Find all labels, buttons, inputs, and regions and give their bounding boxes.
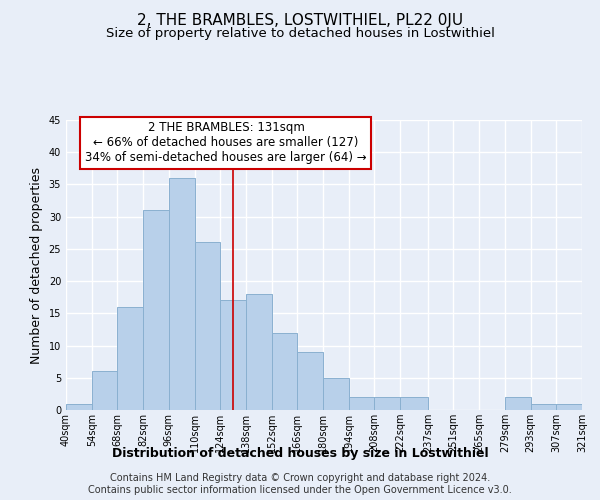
Y-axis label: Number of detached properties: Number of detached properties (30, 166, 43, 364)
Bar (66, 404, 92, 410)
Text: 2 THE BRAMBLES: 131sqm
← 66% of detached houses are smaller (127)
34% of semi-de: 2 THE BRAMBLES: 131sqm ← 66% of detached… (85, 122, 367, 164)
Bar (556, 404, 582, 410)
Bar (505, 397, 530, 410)
Bar (530, 404, 556, 410)
Text: Distribution of detached houses by size in Lostwithiel: Distribution of detached houses by size … (112, 448, 488, 460)
Bar (220, 300, 246, 410)
Bar (400, 397, 428, 410)
Bar (246, 294, 272, 410)
Bar (92, 372, 118, 410)
Bar (118, 307, 143, 410)
Bar (143, 210, 169, 410)
Bar (349, 397, 374, 410)
Bar (323, 378, 349, 410)
Bar (272, 332, 298, 410)
Bar (298, 352, 323, 410)
Text: 2, THE BRAMBLES, LOSTWITHIEL, PL22 0JU: 2, THE BRAMBLES, LOSTWITHIEL, PL22 0JU (137, 12, 463, 28)
Bar (194, 242, 220, 410)
Text: Size of property relative to detached houses in Lostwithiel: Size of property relative to detached ho… (106, 28, 494, 40)
Bar (169, 178, 194, 410)
Bar (374, 397, 400, 410)
Text: Contains HM Land Registry data © Crown copyright and database right 2024.
Contai: Contains HM Land Registry data © Crown c… (88, 474, 512, 495)
